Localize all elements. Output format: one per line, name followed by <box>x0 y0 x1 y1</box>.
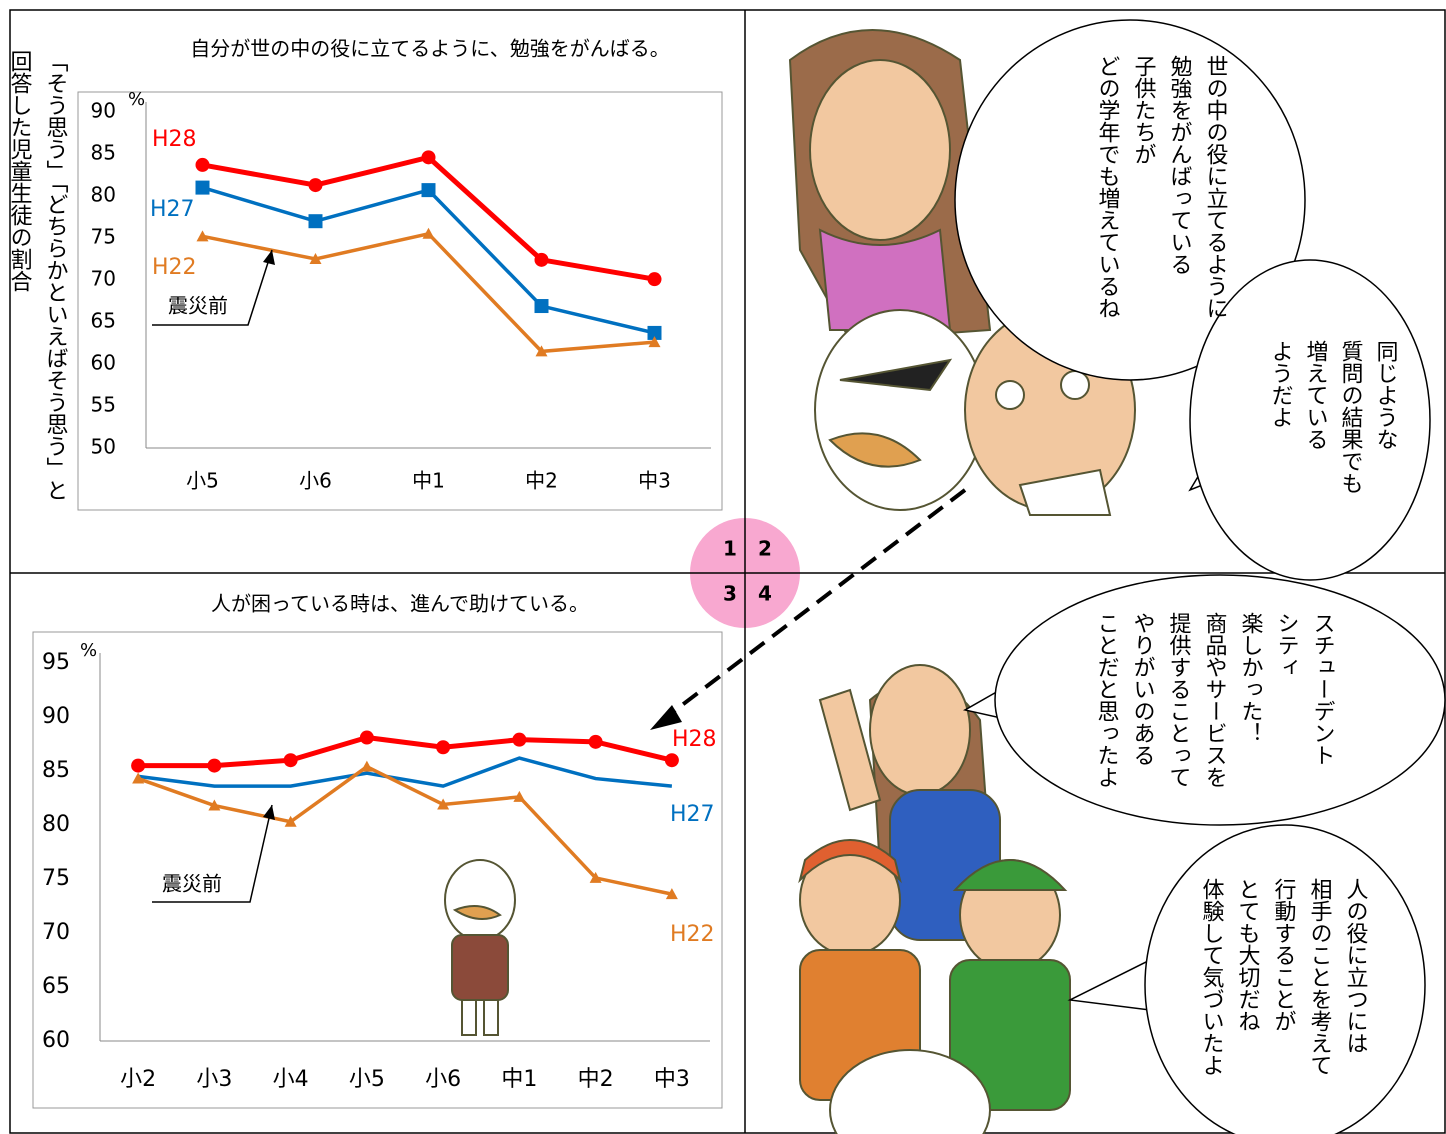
y-tick-label: 90 <box>91 99 116 123</box>
annotation: 震災前 <box>168 294 228 318</box>
speech-text: 増えている <box>1303 340 1329 450</box>
panel-number: 1 <box>723 537 737 561</box>
marker <box>648 272 662 286</box>
y-tick-label: 65 <box>91 309 116 333</box>
speech-text: やりがいのある <box>1130 612 1155 766</box>
comic-page: 自分が世の中の役に立てるように、勉強をがんばる。 50 55 60 65 70 75 80 85… <box>0 0 1446 1134</box>
speech-text: ことだと思ったよ <box>1094 612 1119 788</box>
speech-text: 体験して気づいたよ <box>1199 878 1225 1076</box>
y-axis-label: 回答した児童生徒の割合 <box>7 50 33 292</box>
series-label: H28 <box>672 727 717 752</box>
series-label: H22 <box>152 255 197 280</box>
y-unit: % <box>128 89 145 110</box>
chart-box <box>33 632 722 1108</box>
x-tick-label: 中3 <box>654 1067 690 1092</box>
speech-text: 質問の結果でも <box>1338 340 1364 494</box>
x-tick-label: 小6 <box>299 469 332 493</box>
chart-title: 人が困っている時は、進んで助けている。 <box>211 592 589 616</box>
y-tick-label: 55 <box>91 393 116 417</box>
marker <box>535 299 549 313</box>
x-tick-label: 小6 <box>425 1067 461 1092</box>
series-label: H27 <box>670 802 715 827</box>
marker <box>131 759 145 773</box>
y-tick-label: 90 <box>42 704 70 729</box>
y-unit: % <box>80 640 97 661</box>
series-label: H27 <box>150 197 195 222</box>
marker <box>535 253 549 267</box>
y-tick-label: 60 <box>91 351 116 375</box>
y-tick-label: 75 <box>42 866 70 891</box>
speech-text: 提供することって <box>1166 612 1192 788</box>
speech-text: 商品やサービスを <box>1202 612 1227 788</box>
marker <box>360 731 374 745</box>
speech-text: 世の中の役に立てるように <box>1203 55 1229 319</box>
panel-number: 2 <box>758 537 772 561</box>
y-tick-label: 65 <box>42 974 70 999</box>
marker <box>422 183 436 197</box>
speech-text: 楽しかった！ <box>1238 612 1264 744</box>
y-axis-label: 「そう思う」「どちらかといえばそう思う」と <box>43 50 69 501</box>
y-tick-label: 60 <box>42 1028 70 1053</box>
series-label: H22 <box>670 922 715 947</box>
x-tick-label: 中2 <box>578 1067 614 1092</box>
y-tick-label: 80 <box>42 812 70 837</box>
y-tick-label: 70 <box>42 920 70 945</box>
panel-number: 4 <box>758 582 772 606</box>
speech-text: ようだよ <box>1268 340 1293 428</box>
y-tick-label: 95 <box>42 650 70 675</box>
x-tick-label: 小3 <box>196 1067 232 1092</box>
marker <box>309 214 323 228</box>
x-tick-label: 小5 <box>186 469 219 493</box>
marker <box>422 150 436 164</box>
annotation: 震災前 <box>162 872 222 896</box>
marker <box>309 178 323 192</box>
marker <box>665 753 679 767</box>
speech-text: 同じような <box>1373 340 1398 450</box>
x-tick-label: 小4 <box>273 1067 309 1092</box>
y-tick-label: 75 <box>91 225 116 249</box>
x-tick-label: 中1 <box>412 469 445 493</box>
x-tick-label: 小2 <box>120 1067 156 1092</box>
marker <box>436 740 450 754</box>
x-tick-label: 中2 <box>525 469 558 493</box>
marker <box>284 753 298 767</box>
marker <box>589 735 603 749</box>
speech-text: シティ <box>1274 612 1299 678</box>
y-tick-label: 85 <box>91 141 116 165</box>
y-tick-label: 85 <box>42 758 70 783</box>
marker <box>207 759 221 773</box>
x-tick-label: 小5 <box>349 1067 385 1092</box>
x-tick-label: 中1 <box>501 1067 537 1092</box>
speech-text: どの学年でも増えているね <box>1095 55 1121 319</box>
y-tick-label: 80 <box>91 183 116 207</box>
marker <box>196 158 210 172</box>
speech-text: 勉強をがんばっている <box>1167 55 1193 275</box>
speech-text: 相手のことを考えて <box>1307 878 1333 1076</box>
speech-text: 子供たちが <box>1131 55 1157 165</box>
y-tick-label: 70 <box>91 267 116 291</box>
x-tick-label: 中3 <box>638 469 671 493</box>
y-tick-label: 50 <box>91 435 116 459</box>
panel-number: 3 <box>723 582 737 606</box>
chart-title: 自分が世の中の役に立てるように、勉強をがんばる。 <box>190 37 669 61</box>
speech-text: 人の役に立つには <box>1343 878 1369 1054</box>
speech-text: スチューデント <box>1310 612 1335 766</box>
speech-text: とても大切だね <box>1235 878 1261 1032</box>
marker <box>196 181 210 195</box>
marker <box>512 733 526 747</box>
series-label: H28 <box>152 127 197 152</box>
speech-text: 行動することが <box>1271 878 1297 1032</box>
